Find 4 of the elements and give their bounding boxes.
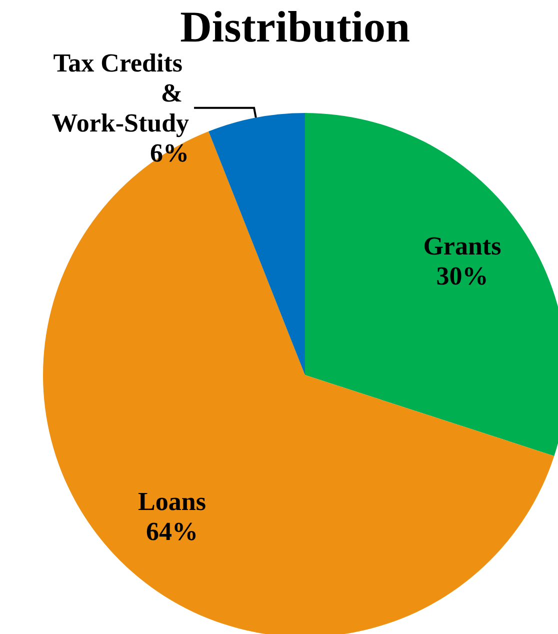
slice-label: Loans <box>138 487 206 516</box>
data-label: 30% <box>436 261 488 290</box>
data-label: 64% <box>146 517 198 546</box>
slice-label: Grants <box>423 231 502 260</box>
